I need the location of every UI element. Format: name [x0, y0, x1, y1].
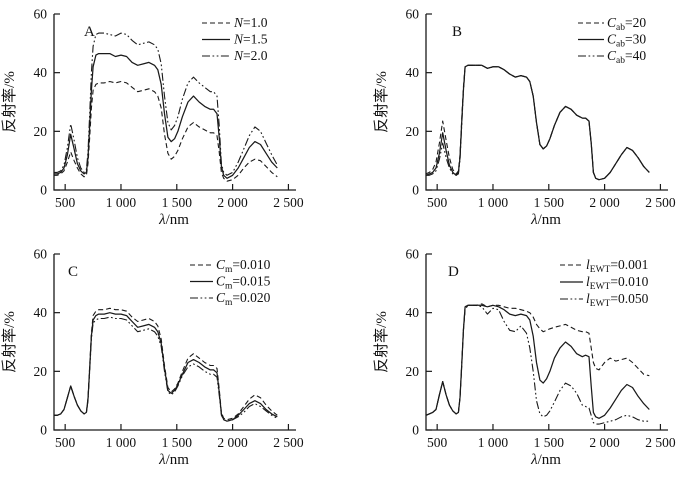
x-tick-label: 1 000 — [478, 435, 509, 450]
x-axis-title: λ/nm — [158, 212, 189, 228]
y-tick-label: 60 — [34, 247, 48, 262]
x-axis-title: λ/nm — [530, 212, 561, 228]
x-tick-label: 1 500 — [534, 195, 565, 210]
legend-label: Cab=20 — [607, 15, 646, 33]
panel-letter: B — [452, 24, 462, 40]
legend-label: Cab=30 — [607, 32, 646, 50]
x-tick-label: 1 500 — [534, 435, 565, 450]
series-line-N=1.0 — [54, 80, 278, 182]
series-line-Cm=0.020 — [54, 316, 278, 422]
y-tick-label: 60 — [406, 247, 420, 262]
y-tick-label: 40 — [34, 305, 48, 320]
legend-label: Cm=0.020 — [216, 290, 271, 308]
y-tick-label: 20 — [406, 124, 420, 139]
x-tick-label: 1 500 — [162, 435, 193, 450]
legend-label: lEWT=0.010 — [586, 274, 649, 292]
x-tick-label: 1 000 — [106, 435, 137, 450]
panel-letter: A — [84, 24, 95, 40]
y-tick-label: 60 — [34, 7, 48, 22]
x-tick-label: 2 500 — [273, 435, 304, 450]
legend-label: N=1.5 — [233, 32, 268, 47]
y-tick-label: 0 — [412, 183, 419, 198]
legend-label: N=2.0 — [233, 48, 268, 63]
legend-label: lEWT=0.001 — [586, 257, 648, 275]
x-tick-label: 2 500 — [645, 435, 676, 450]
y-tick-label: 40 — [406, 65, 420, 80]
series-line-N=1.5 — [54, 52, 278, 179]
x-tick-label: 1 000 — [478, 195, 509, 210]
legend-label: Cab=40 — [607, 48, 646, 66]
y-tick-label: 60 — [406, 7, 420, 22]
subplot-D: 0 20 40 60 500 1 000 1 500 2 000 2 500 反射率/% λ/nm D… — [373, 247, 676, 469]
y-axis-title: 反射率/% — [1, 71, 18, 133]
x-tick-label: 500 — [55, 435, 76, 450]
x-tick-label: 2 000 — [589, 195, 620, 210]
x-axis-title: λ/nm — [530, 452, 561, 468]
subplot-A: 0 20 40 60 500 1 000 1 500 2 000 2 500 反射率/% λ/nm A… — [1, 7, 304, 229]
y-tick-label: 0 — [40, 183, 47, 198]
series-line-lEWT=0.050 — [425, 304, 650, 425]
y-tick-label: 0 — [412, 423, 419, 438]
x-tick-label: 1 000 — [106, 195, 137, 210]
series-line-N=2.0 — [54, 32, 278, 176]
y-tick-label: 0 — [40, 423, 47, 438]
legend-label: N=1.0 — [233, 15, 268, 30]
x-tick-label: 500 — [55, 195, 76, 210]
subplot-B: 0 20 40 60 500 1 000 1 500 2 000 2 500 反射率/% λ/nm B… — [373, 7, 676, 229]
x-tick-label: 500 — [427, 435, 448, 450]
legend-label: Cm=0.015 — [216, 274, 271, 292]
y-axis-title: 反射率/% — [373, 71, 390, 133]
y-tick-label: 40 — [406, 305, 420, 320]
y-tick-label: 20 — [406, 364, 420, 379]
y-axis-title: 反射率/% — [1, 311, 18, 373]
x-tick-label: 2 000 — [217, 435, 248, 450]
panel-letter: D — [448, 264, 459, 280]
panel-letter: C — [68, 264, 78, 280]
x-tick-label: 2 000 — [217, 195, 248, 210]
x-tick-label: 1 500 — [162, 195, 193, 210]
x-tick-label: 500 — [427, 195, 448, 210]
legend-label: lEWT=0.050 — [586, 291, 649, 309]
x-tick-label: 2 000 — [589, 435, 620, 450]
series-line-lEWT=0.010 — [425, 304, 650, 419]
x-axis-title: λ/nm — [158, 452, 189, 468]
y-axis-title: 反射率/% — [373, 311, 390, 373]
y-tick-label: 40 — [34, 65, 48, 80]
y-tick-label: 20 — [34, 124, 48, 139]
series-line-Cab=40 — [426, 64, 650, 181]
x-tick-label: 2 500 — [645, 195, 676, 210]
x-tick-label: 2 500 — [273, 195, 304, 210]
subplot-C: 0 20 40 60 500 1 000 1 500 2 000 2 500 反射率/% λ/nm C… — [1, 247, 304, 469]
legend-label: Cm=0.010 — [216, 257, 271, 275]
y-tick-label: 20 — [34, 364, 48, 379]
